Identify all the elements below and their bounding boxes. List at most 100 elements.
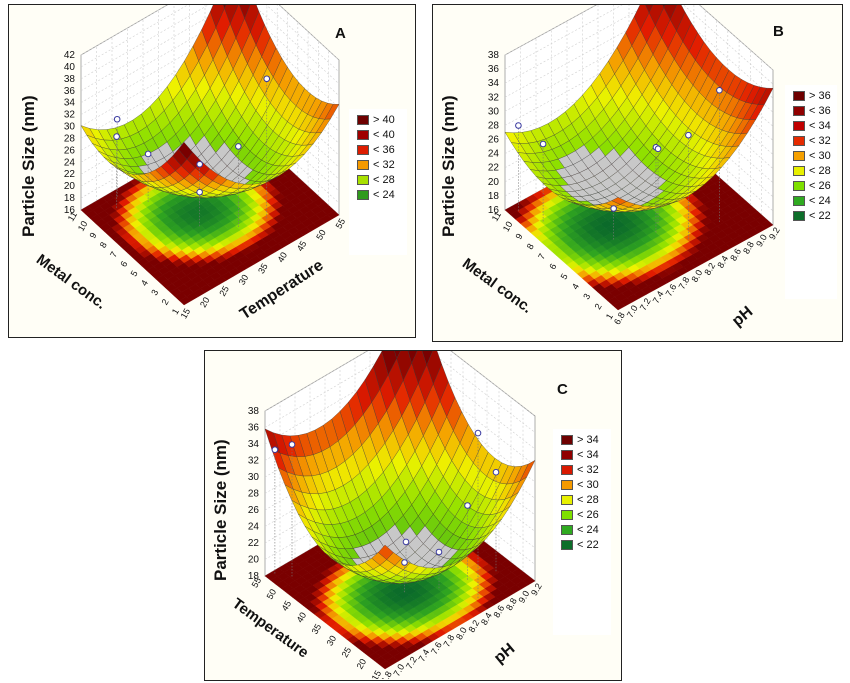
legend-label: < 40 xyxy=(373,129,395,141)
legend-label: < 22 xyxy=(577,539,599,551)
z-tick-label: 30 xyxy=(64,122,76,133)
z-tick-label: 38 xyxy=(64,74,76,85)
legend-swatch xyxy=(561,510,573,520)
y-tick-label: 4 xyxy=(139,278,150,287)
z-tick-label: 26 xyxy=(248,505,260,516)
z-tick-label: 34 xyxy=(488,78,500,89)
legend-label: < 22 xyxy=(809,210,831,222)
legend-b: > 36 < 36 < 34 < 32 < 30 < 28 < 26 < 24 < 22 xyxy=(785,85,837,299)
z-tick-label: 16 xyxy=(488,205,500,216)
legend-swatch xyxy=(793,136,805,146)
y-tick-label: 50 xyxy=(265,587,279,601)
surface-plot-b: 16182022242628303234363812345678910116.8… xyxy=(488,5,782,326)
z-tick-label: 30 xyxy=(248,472,260,483)
y-tick-label: 8 xyxy=(98,240,109,249)
legend-swatch xyxy=(793,151,805,161)
legend-label: > 34 xyxy=(577,434,599,446)
data-point xyxy=(271,446,279,454)
legend-label: > 40 xyxy=(373,114,395,126)
z-tick-label: 30 xyxy=(488,106,500,117)
z-tick-label: 32 xyxy=(488,92,500,103)
legend-label: < 36 xyxy=(373,144,395,156)
data-point xyxy=(685,131,692,139)
z-tick-label: 22 xyxy=(488,163,500,174)
data-point xyxy=(113,133,120,140)
legend-label: < 26 xyxy=(809,180,831,192)
data-point xyxy=(113,115,121,123)
z-tick-label: 32 xyxy=(248,456,260,467)
y-tick-label: 5 xyxy=(129,269,140,278)
z-tick-label: 34 xyxy=(64,98,76,109)
y-tick-label: 7 xyxy=(536,252,547,261)
legend-swatch xyxy=(561,525,573,535)
wall-gridline xyxy=(504,5,597,56)
z-tick-label: 20 xyxy=(64,181,76,192)
legend-swatch xyxy=(793,181,805,191)
wall-gridline xyxy=(80,5,209,80)
x-tick-label: 9.2 xyxy=(767,226,782,242)
data-point xyxy=(196,188,203,196)
legend-swatch xyxy=(561,540,573,550)
z-tick-label: 36 xyxy=(248,423,260,434)
legend-label: < 24 xyxy=(373,189,395,201)
y-tick-label: 8 xyxy=(525,242,536,251)
legend-label: < 26 xyxy=(577,509,599,521)
legend-swatch xyxy=(793,211,805,221)
legend-swatch xyxy=(357,130,369,140)
chart-panel-b: 16 18 20 22 24 26 28 30 32 34 36 38 1 2 3 4 5 6 7 8 9 10 11 6.8… xyxy=(432,4,843,342)
wall-gridline xyxy=(240,5,340,96)
y-tick-label: 30 xyxy=(325,634,339,648)
z-tick-label: 20 xyxy=(488,177,500,188)
surface-cell xyxy=(611,197,628,205)
y-tick-label: 35 xyxy=(310,622,324,636)
surface-cell xyxy=(377,544,394,560)
z-tick-label: 36 xyxy=(64,86,76,97)
z-tick-label: 18 xyxy=(64,193,76,204)
x-tick-label: 50 xyxy=(314,228,328,242)
wall-gridline xyxy=(235,60,340,156)
legend-label: < 34 xyxy=(809,120,831,132)
data-point xyxy=(492,468,500,476)
data-point xyxy=(235,143,242,150)
legend-c: > 34 < 34 < 32 < 30 < 28 < 26 < 24 < 22 xyxy=(553,429,611,635)
z-tick-label: 16 xyxy=(64,205,76,216)
legend-label: < 28 xyxy=(809,165,831,177)
legend-swatch xyxy=(357,115,369,125)
surface-plot-a: 1618202224262830323436384042123456789101… xyxy=(64,5,347,320)
legend-a: > 40 < 40 < 36 < 32 < 28 < 24 xyxy=(349,109,407,255)
surface-cell xyxy=(178,141,193,160)
legend-swatch xyxy=(357,175,369,185)
wall-gridline xyxy=(235,84,340,180)
wall-gridline xyxy=(253,5,340,85)
wall-gridline xyxy=(235,12,340,108)
z-axis-label-a: Particle Size (nm) xyxy=(19,95,38,237)
data-point xyxy=(401,559,408,566)
data-point xyxy=(263,75,271,83)
z-tick-label: 38 xyxy=(248,406,260,417)
y-tick-label: 11 xyxy=(490,210,503,223)
z-tick-label: 40 xyxy=(64,62,76,73)
x-tick-label: 20 xyxy=(198,295,212,309)
legend-swatch xyxy=(561,465,573,475)
legend-swatch xyxy=(357,145,369,155)
y-tick-label: 15 xyxy=(370,669,384,679)
legend-label: < 28 xyxy=(373,174,395,186)
legend-swatch xyxy=(793,121,805,131)
y-tick-label: 40 xyxy=(295,611,309,625)
wall-gridline xyxy=(235,95,340,192)
legend-label: > 36 xyxy=(809,90,831,102)
wall-gridline xyxy=(80,5,168,56)
y-tick-label: 1 xyxy=(170,307,181,316)
z-tick-label: 18 xyxy=(488,191,500,202)
legend-label: < 30 xyxy=(577,479,599,491)
z-axis-label-c: Particle Size (nm) xyxy=(211,439,230,581)
legend-label: < 32 xyxy=(809,135,831,147)
legend-swatch xyxy=(561,495,573,505)
data-point xyxy=(288,441,296,448)
chart-panel-a: 16 18 20 22 24 26 28 30 32 34 36 38 40 42 1 2 3 4 5 6 7 8 9 10 1… xyxy=(8,4,416,338)
legend-label: < 32 xyxy=(373,159,395,171)
wall-gridline xyxy=(264,351,368,412)
z-tick-label: 24 xyxy=(64,157,76,168)
data-point xyxy=(196,160,203,168)
legend-swatch xyxy=(793,196,805,206)
